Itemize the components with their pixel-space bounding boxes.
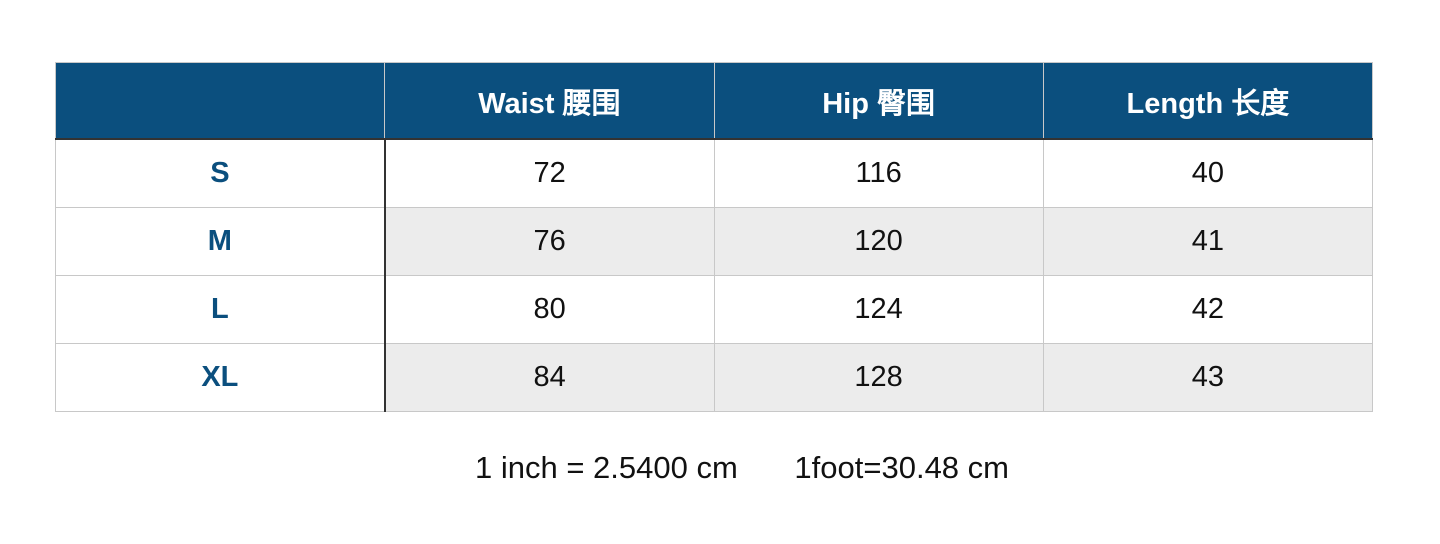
hip-cell: 128: [713, 343, 1044, 412]
size-cell: L: [54, 275, 386, 344]
conversion-note: 1 inch = 2.5400 cm 1foot=30.48 cm: [0, 450, 1440, 486]
header-size: [54, 62, 386, 140]
length-cell: 42: [1042, 275, 1374, 344]
table-row: XL 84 128 43: [54, 343, 1374, 412]
waist-cell: 72: [384, 138, 715, 208]
header-row: Waist 腰围 Hip 臀围 Length 长度: [54, 62, 1374, 140]
inch-conversion: 1 inch = 2.5400 cm: [474, 450, 738, 485]
length-cell: 43: [1042, 343, 1374, 412]
table-row: S 72 116 40: [54, 138, 1374, 208]
waist-cell: 84: [384, 343, 715, 412]
hip-cell: 116: [713, 138, 1044, 208]
length-cell: 40: [1042, 138, 1374, 208]
table-row: L 80 124 42: [54, 275, 1374, 344]
size-cell: S: [54, 138, 386, 208]
length-cell: 41: [1042, 207, 1374, 276]
table-row: M 76 120 41: [54, 207, 1374, 276]
waist-cell: 76: [384, 207, 715, 276]
hip-cell: 124: [713, 275, 1044, 344]
size-cell: M: [54, 207, 386, 276]
header-length: Length 长度: [1042, 62, 1374, 140]
waist-cell: 80: [384, 275, 715, 344]
header-waist: Waist 腰围: [384, 62, 715, 140]
hip-cell: 120: [713, 207, 1044, 276]
size-cell: XL: [54, 343, 386, 412]
foot-conversion: 1foot=30.48 cm: [794, 450, 1009, 485]
size-chart-table: Waist 腰围 Hip 臀围 Length 长度 S 72 116 40 M …: [54, 62, 1374, 412]
header-hip: Hip 臀围: [713, 62, 1044, 140]
